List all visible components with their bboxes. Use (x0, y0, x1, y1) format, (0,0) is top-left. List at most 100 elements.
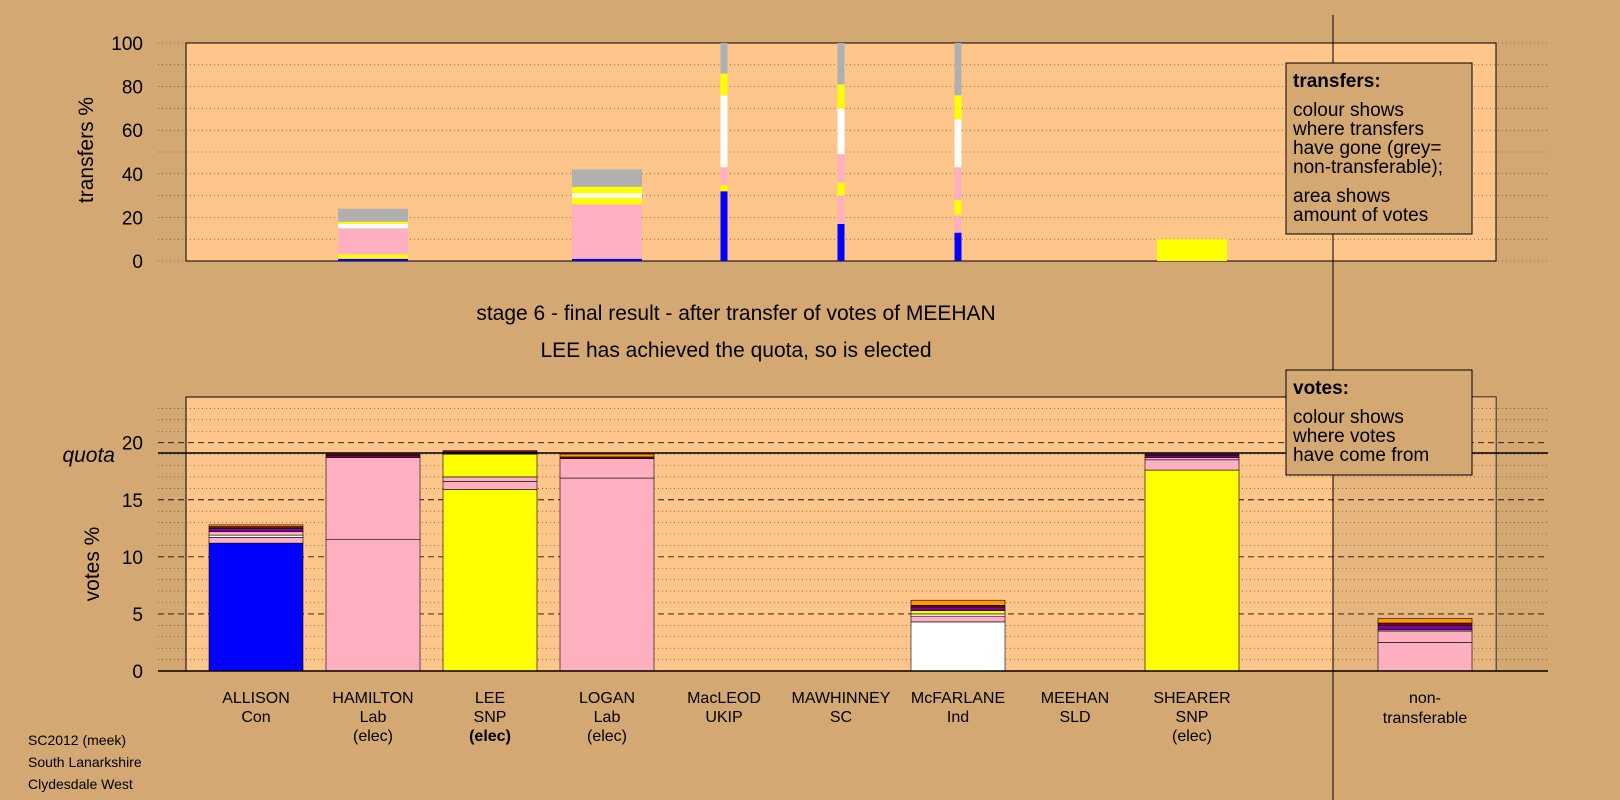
transfer-bar-segment (837, 108, 845, 155)
transfers-bars (338, 43, 1227, 261)
candidate-name: HAMILTON (332, 690, 413, 707)
vote-bar-segment (1377, 625, 1473, 631)
vote-bar-segment (1144, 469, 1240, 672)
vote-bar-segment (442, 450, 538, 453)
transfer-bar-segment (572, 197, 642, 205)
candidate-name: MEEHAN (1041, 690, 1109, 707)
vote-bar-segment (1144, 457, 1240, 461)
candidate-status: (elec) (469, 728, 511, 745)
transfer-bar-segment (1157, 239, 1227, 261)
candidate-status: (elec) (587, 728, 627, 745)
transfer-bar-segment (572, 186, 642, 194)
candidate-party: SNP (1176, 709, 1209, 726)
transfer-bar-segment (338, 228, 408, 255)
quota-label: quota (62, 444, 115, 467)
transfer-bar-segment (572, 193, 642, 198)
votes-legend-line: where votes (1292, 426, 1395, 447)
transfers-legend-box (1285, 62, 1473, 235)
transfer-bar-segment (338, 223, 408, 229)
transfer-bar-segment (837, 84, 845, 109)
vote-bar-segment (442, 481, 538, 490)
transfer-bar-segment (954, 119, 962, 168)
candidate-party: SC (830, 709, 852, 726)
vote-bar-segment (1377, 642, 1473, 672)
votes-y-tick-label: 10 (122, 548, 143, 569)
transfer-bar-segment (954, 43, 962, 96)
votes-y-axis-label: votes % (81, 527, 104, 602)
nontransferable-label-line2: transferable (1383, 710, 1468, 727)
transfers-y-tick-label: 80 (122, 78, 143, 99)
transfer-bar-segment (837, 182, 845, 196)
vote-bar-segment (1144, 453, 1240, 456)
vote-bar-segment (208, 531, 304, 536)
transfers-legend-line: where transfers (1292, 119, 1424, 140)
transfer-bar-segment (720, 191, 728, 261)
vote-bar-segment (208, 534, 304, 538)
candidate-party: Con (241, 709, 270, 726)
vote-bar-segment (208, 542, 304, 672)
vote-bar-segment (1377, 618, 1473, 624)
transfer-bar-segment (572, 169, 642, 187)
transfer-bar-segment (338, 258, 408, 261)
candidate-name: McFARLANE (911, 690, 1005, 707)
vote-bar-segment (1144, 459, 1240, 471)
transfer-bar-segment (954, 95, 962, 120)
transfers-legend-line: amount of votes (1293, 205, 1428, 226)
vote-bar-segment (1377, 622, 1473, 626)
votes-legend-line: colour shows (1293, 407, 1404, 428)
transfers-legend-line: have gone (grey= (1293, 138, 1441, 159)
votes-legend: votes: colour shows where votes have com… (1285, 369, 1473, 476)
vote-bar-segment (325, 539, 421, 672)
transfers-y-tick-label: 20 (122, 208, 143, 229)
transfer-bar-segment (572, 258, 642, 261)
result-title: LEE has achieved the quota, so is electe… (540, 339, 931, 362)
vote-bar-segment (442, 489, 538, 672)
vote-bar-segment (1144, 454, 1240, 458)
candidate-name: MAWHINNEY (792, 690, 891, 707)
transfer-bar-segment (720, 73, 728, 96)
transfers-y-axis-label: transfers % (75, 97, 98, 203)
transfer-bar-segment (338, 208, 408, 222)
vote-bar-segment (442, 453, 538, 478)
candidate-status: (elec) (353, 728, 393, 745)
candidate-labels: ALLISON Con HAMILTON Lab (elec) LEE SNP (elec) L… (222, 690, 1230, 745)
votes-y-ticks: 0 5 10 15 20 (122, 434, 143, 683)
vote-bar-segment (559, 458, 655, 479)
transfer-bar-segment (837, 154, 845, 183)
transfers-y-tick-label: 100 (111, 34, 143, 55)
footer-election: SC2012 (meek) (28, 732, 126, 748)
votes-legend-box (1285, 369, 1473, 476)
transfer-bar-segment (338, 221, 408, 224)
candidate-status: (elec) (1172, 728, 1212, 745)
transfer-bar-segment (837, 43, 845, 85)
transfers-y-tick-label: 60 (122, 121, 143, 142)
votes-legend-heading: votes: (1293, 378, 1349, 399)
candidate-party: SNP (474, 709, 507, 726)
nontransferable-label-line1: non- (1409, 690, 1441, 707)
transfer-bar-segment (837, 223, 845, 261)
candidate-party: Lab (360, 709, 387, 726)
transfer-bar-segment (720, 95, 728, 168)
footer-ward: Clydesdale West (28, 776, 133, 792)
vote-bar-segment (442, 476, 538, 482)
candidate-name: MacLEOD (687, 690, 761, 707)
candidate-name: LOGAN (579, 690, 635, 707)
vote-bar-segment (325, 453, 421, 457)
candidate-name: SHEARER (1153, 690, 1230, 707)
transfers-y-ticks: 0 20 40 60 80 100 (111, 34, 143, 273)
transfer-bar-segment (720, 43, 728, 74)
vote-bar-segment (910, 606, 1006, 611)
votes-y-tick-label: 15 (122, 491, 143, 512)
votes-legend-line: have come from (1293, 445, 1429, 466)
votes-y-tick-label: 0 (132, 662, 143, 683)
vote-bar-segment (1377, 630, 1473, 643)
transfer-bar-segment (837, 195, 845, 224)
candidate-name: LEE (475, 690, 505, 707)
transfers-legend-line: area shows (1293, 186, 1390, 207)
vote-bar-segment (559, 453, 655, 458)
candidate-party: UKIP (705, 709, 742, 726)
transfer-bar-segment (572, 204, 642, 259)
transfers-legend-line: colour shows (1293, 100, 1404, 121)
vote-bar-segment (910, 615, 1006, 623)
